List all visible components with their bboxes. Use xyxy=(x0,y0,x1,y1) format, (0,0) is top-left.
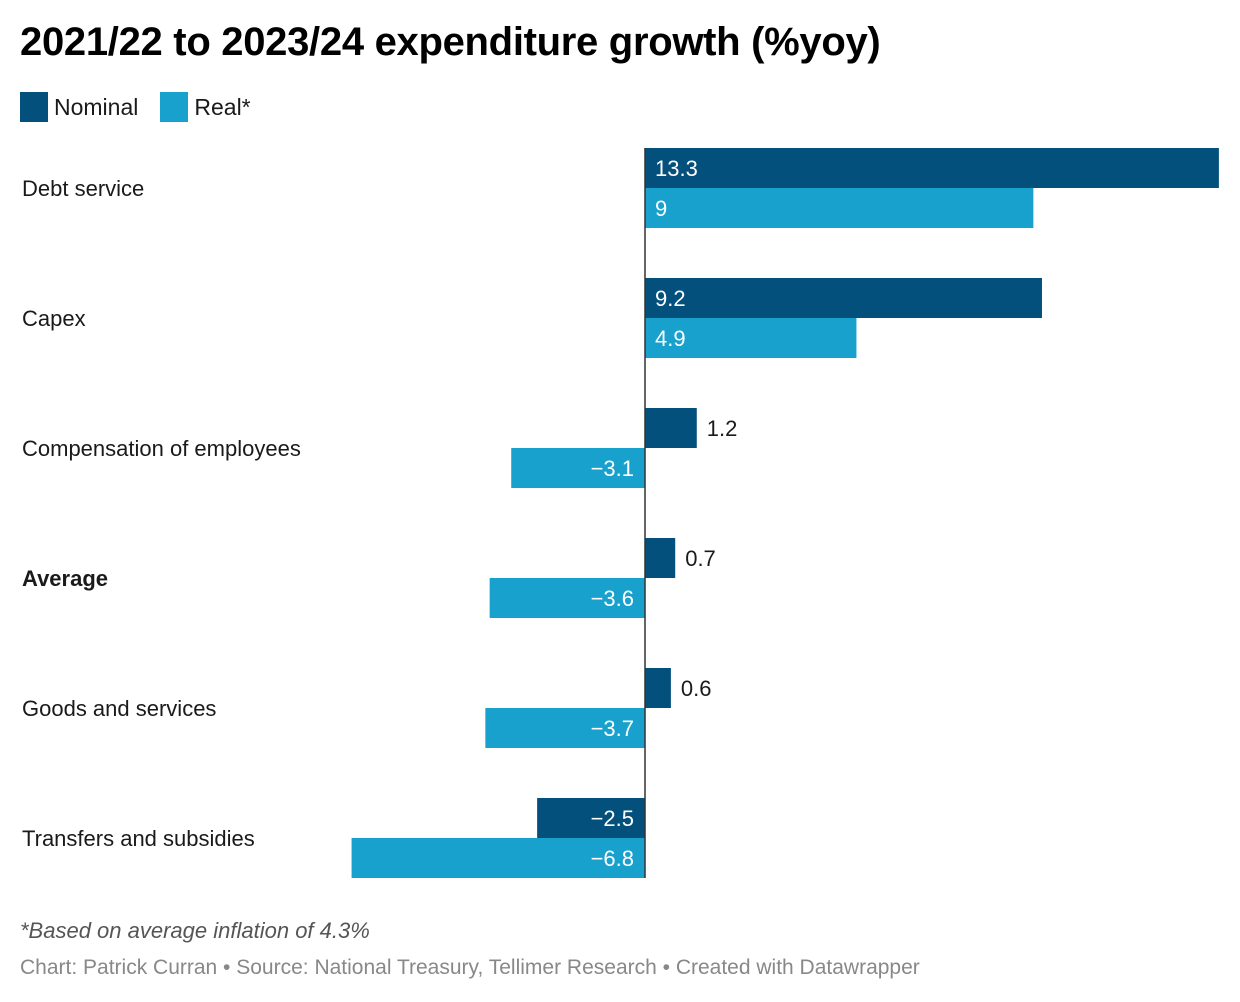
value-label-real-compensation-of-employees: −3.1 xyxy=(591,456,634,481)
value-label-real-transfers-and-subsidies: −6.8 xyxy=(591,846,634,871)
bar-nominal-debt-service xyxy=(645,148,1219,188)
bar-real-debt-service xyxy=(645,188,1034,228)
bar-nominal-average xyxy=(645,538,676,578)
category-label-transfers-and-subsidies: Transfers and subsidies xyxy=(22,826,255,851)
value-label-real-capex: 4.9 xyxy=(655,326,686,351)
value-label-real-goods-and-services: −3.7 xyxy=(591,716,634,741)
legend: Nominal Real* xyxy=(20,92,273,122)
bar-nominal-compensation-of-employees xyxy=(645,408,697,448)
value-label-nominal-debt-service: 13.3 xyxy=(655,156,698,181)
category-label-capex: Capex xyxy=(22,306,86,331)
legend-swatch-nominal xyxy=(20,92,48,122)
category-label-compensation-of-employees: Compensation of employees xyxy=(22,436,301,461)
category-label-average: Average xyxy=(22,566,108,591)
bar-nominal-capex xyxy=(645,278,1042,318)
bar-nominal-goods-and-services xyxy=(645,668,671,708)
bar-nominal-transfers-and-subsidies xyxy=(537,798,645,838)
bar-real-compensation-of-employees xyxy=(511,448,645,488)
value-label-nominal-average: 0.7 xyxy=(685,546,716,571)
legend-item-real: Real* xyxy=(160,92,251,122)
bar-real-transfers-and-subsidies xyxy=(351,838,645,878)
category-label-debt-service: Debt service xyxy=(22,176,144,201)
value-label-real-debt-service: 9 xyxy=(655,196,667,221)
value-label-nominal-goods-and-services: 0.6 xyxy=(681,676,712,701)
legend-label-real: Real* xyxy=(194,93,251,120)
bar-real-goods-and-services xyxy=(485,708,645,748)
legend-swatch-real xyxy=(160,92,189,122)
legend-label-nominal: Nominal xyxy=(54,93,139,120)
chart-source: Chart: Patrick Curran • Source: National… xyxy=(20,956,920,979)
value-label-nominal-transfers-and-subsidies: −2.5 xyxy=(591,806,634,831)
bar-real-average xyxy=(489,578,645,618)
chart-title: 2021/22 to 2023/24 expenditure growth (%… xyxy=(20,20,881,64)
value-label-real-average: −3.6 xyxy=(591,586,634,611)
bar-real-capex xyxy=(645,318,857,358)
chart-note: *Based on average inflation of 4.3% xyxy=(20,918,370,943)
value-label-nominal-capex: 9.2 xyxy=(655,286,686,311)
category-label-goods-and-services: Goods and services xyxy=(22,696,216,721)
legend-item-nominal: Nominal xyxy=(20,92,138,122)
value-label-nominal-compensation-of-employees: 1.2 xyxy=(707,416,738,441)
